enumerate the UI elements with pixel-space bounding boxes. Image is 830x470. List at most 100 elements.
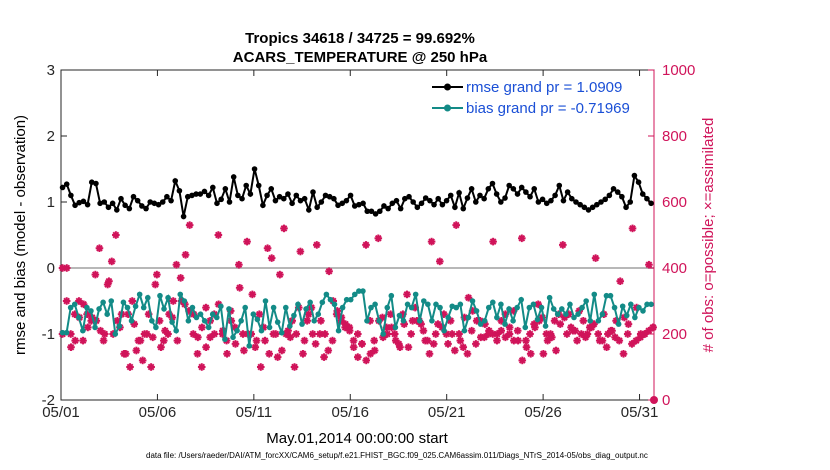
- rmse-series-point: [130, 193, 137, 200]
- legend-bias-label: bias grand pr = -0.71969: [466, 100, 630, 117]
- bias-series-point: [494, 314, 500, 321]
- obs-count-assimilated-marker: [99, 336, 108, 345]
- bias-series-point: [59, 329, 66, 336]
- legend-bias-marker: [444, 104, 451, 112]
- legend-rmse-marker: [444, 83, 451, 91]
- obs-count-possible-marker: [594, 330, 603, 338]
- bias-series-point: [100, 299, 106, 306]
- obs-count-possible-marker: [497, 326, 505, 335]
- bias-series-point: [485, 304, 492, 311]
- obs-count-assimilated-marker: [394, 340, 403, 348]
- obs-count-possible-marker: [278, 346, 286, 355]
- obs-count-possible-marker: [176, 274, 185, 282]
- rmse-series-point: [610, 186, 617, 192]
- obs-count-possible-marker: [463, 350, 472, 358]
- obs-count-possible-marker: [231, 340, 240, 348]
- bias-series-point: [128, 318, 135, 324]
- obs-count-assimilated-marker: [616, 277, 625, 285]
- rmse-series-point: [594, 201, 600, 208]
- obs-count-possible-marker: [126, 363, 134, 371]
- bias-series-point: [351, 291, 358, 298]
- obs-count-assimilated-marker: [153, 270, 161, 279]
- obs-count-assimilated-marker: [403, 290, 411, 299]
- obs-count-possible-marker: [193, 350, 202, 358]
- obs-count-possible-marker: [240, 346, 248, 355]
- obs-count-assimilated-marker: [325, 267, 333, 276]
- rmse-series-point: [105, 204, 112, 211]
- rmse-series-point: [214, 200, 220, 207]
- obs-count-possible-marker: [370, 346, 379, 355]
- rmse-series-point: [481, 195, 487, 202]
- rmse-series-point: [543, 200, 550, 207]
- bias-series-point: [213, 314, 220, 321]
- bias-series-point: [63, 329, 70, 336]
- rmse-series-point: [331, 195, 337, 202]
- obs-count-assimilated-marker: [157, 343, 165, 351]
- bias-series-point: [445, 314, 451, 321]
- bias-series-point: [209, 311, 216, 318]
- bias-series-point: [420, 298, 427, 304]
- rmse-series-point: [276, 193, 283, 200]
- bias-series-point: [254, 316, 261, 323]
- rmse-series-point: [493, 191, 500, 197]
- bias-series-point: [429, 318, 435, 324]
- y2-axis-label: # of obs: o=possible; ×=assimilated: [700, 118, 717, 353]
- rmse-series-point: [372, 211, 379, 217]
- bias-series-point: [250, 311, 257, 318]
- obs-count-assimilated-marker: [271, 330, 280, 338]
- bias-series-point: [481, 318, 488, 324]
- bias-series-point: [506, 306, 512, 312]
- rmse-series-point: [427, 197, 433, 204]
- rmse-series-point: [635, 179, 642, 185]
- bias-series-point: [92, 324, 98, 331]
- obs-count-zero-marker: [650, 396, 658, 404]
- bias-series-point: [550, 306, 557, 312]
- rmse-series-point: [172, 178, 179, 184]
- obs-count-possible-marker: [286, 333, 295, 342]
- rmse-series-point: [297, 197, 304, 204]
- bias-series-point: [189, 304, 196, 311]
- obs-count-possible-marker: [84, 323, 92, 332]
- rmse-series-point: [360, 200, 366, 207]
- obs-count-assimilated-marker: [341, 320, 350, 328]
- bias-series-point: [67, 304, 74, 311]
- bias-series-point: [274, 319, 281, 325]
- obs-count-assimilated-marker: [243, 237, 251, 246]
- obs-count-assimilated-marker: [120, 350, 128, 358]
- y-tick-label: 1: [47, 194, 55, 211]
- rmse-series-point: [506, 182, 512, 189]
- rmse-series-point: [552, 192, 558, 199]
- obs-count-possible-marker: [615, 336, 624, 345]
- rmse-series-point: [59, 184, 66, 191]
- bias-series-point: [534, 316, 541, 323]
- obs-count-possible-marker: [299, 350, 307, 358]
- obs-count-assimilated-marker: [362, 241, 370, 249]
- obs-count-assimilated-marker: [173, 336, 182, 345]
- bias-series-point: [636, 304, 642, 311]
- obs-count-possible-marker: [261, 336, 269, 345]
- rmse-series-point: [314, 204, 320, 211]
- chart-subtitle: ACARS_TEMPERATURE @ 250 hPa: [233, 49, 488, 66]
- bias-series-point: [104, 311, 110, 318]
- plot-frame: [60, 69, 655, 401]
- bias-series-point: [246, 343, 253, 349]
- rmse-series-point: [201, 188, 208, 195]
- rmse-series-point: [218, 196, 224, 203]
- rmse-series-point: [489, 180, 496, 187]
- rmse-series-point: [80, 198, 87, 205]
- bias-series-point: [230, 334, 236, 341]
- bias-series-point: [603, 292, 610, 299]
- bias-series-point: [124, 304, 131, 311]
- obs-count-possible-marker: [235, 284, 244, 292]
- rmse-series-point: [606, 192, 613, 199]
- rmse-series-point: [418, 200, 425, 207]
- rmse-series-point: [368, 208, 375, 215]
- rmse-series-point: [556, 182, 563, 189]
- bias-series-point: [323, 291, 330, 298]
- y-tick-label: -2: [42, 392, 55, 409]
- obs-count-assimilated-marker: [235, 260, 243, 269]
- obs-count-possible-marker: [328, 336, 337, 345]
- rmse-series-point: [318, 199, 325, 205]
- bias-series-point: [197, 311, 204, 318]
- chart-title: Tropics 34618 / 34725 = 99.692%: [245, 30, 475, 47]
